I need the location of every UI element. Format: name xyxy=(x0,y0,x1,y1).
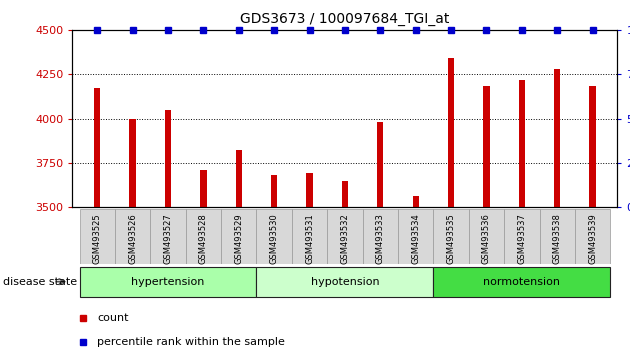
Text: GSM493531: GSM493531 xyxy=(305,213,314,264)
Text: normotension: normotension xyxy=(483,276,560,287)
FancyBboxPatch shape xyxy=(115,209,151,264)
FancyBboxPatch shape xyxy=(79,267,256,297)
Text: percentile rank within the sample: percentile rank within the sample xyxy=(97,337,285,347)
Text: disease state: disease state xyxy=(3,276,77,287)
Bar xyxy=(483,86,490,207)
Bar xyxy=(413,196,419,207)
Bar xyxy=(341,182,348,207)
Bar xyxy=(554,69,561,207)
Bar xyxy=(518,80,525,207)
Bar xyxy=(306,173,312,207)
FancyBboxPatch shape xyxy=(363,209,398,264)
FancyBboxPatch shape xyxy=(79,209,115,264)
Text: GSM493527: GSM493527 xyxy=(164,213,173,264)
Text: GSM493537: GSM493537 xyxy=(517,213,526,264)
Text: GSM493534: GSM493534 xyxy=(411,213,420,264)
FancyBboxPatch shape xyxy=(539,209,575,264)
Text: GSM493529: GSM493529 xyxy=(234,213,243,264)
Text: GSM493528: GSM493528 xyxy=(199,213,208,264)
Text: GSM493535: GSM493535 xyxy=(447,213,455,264)
Bar xyxy=(129,119,136,207)
Text: count: count xyxy=(97,313,129,323)
Title: GDS3673 / 100097684_TGI_at: GDS3673 / 100097684_TGI_at xyxy=(240,12,450,26)
Bar xyxy=(271,175,277,207)
FancyBboxPatch shape xyxy=(292,209,327,264)
FancyBboxPatch shape xyxy=(433,209,469,264)
FancyBboxPatch shape xyxy=(504,209,539,264)
Text: GSM493532: GSM493532 xyxy=(340,213,350,264)
Text: GSM493533: GSM493533 xyxy=(376,213,385,264)
FancyBboxPatch shape xyxy=(398,209,433,264)
FancyBboxPatch shape xyxy=(186,209,221,264)
Text: GSM493530: GSM493530 xyxy=(270,213,278,264)
FancyBboxPatch shape xyxy=(575,209,610,264)
Bar xyxy=(200,170,207,207)
Text: hypertension: hypertension xyxy=(131,276,205,287)
Bar xyxy=(236,150,242,207)
FancyBboxPatch shape xyxy=(327,209,363,264)
Text: GSM493536: GSM493536 xyxy=(482,213,491,264)
Bar xyxy=(94,88,100,207)
Bar xyxy=(590,86,596,207)
Bar xyxy=(165,110,171,207)
Text: GSM493538: GSM493538 xyxy=(553,213,562,264)
FancyBboxPatch shape xyxy=(221,209,256,264)
Text: hypotension: hypotension xyxy=(311,276,379,287)
FancyBboxPatch shape xyxy=(256,267,433,297)
Text: GSM493539: GSM493539 xyxy=(588,213,597,264)
Bar xyxy=(448,58,454,207)
FancyBboxPatch shape xyxy=(256,209,292,264)
Text: GSM493525: GSM493525 xyxy=(93,213,101,264)
FancyBboxPatch shape xyxy=(151,209,186,264)
FancyBboxPatch shape xyxy=(433,267,610,297)
Bar xyxy=(377,122,384,207)
FancyBboxPatch shape xyxy=(469,209,504,264)
Text: GSM493526: GSM493526 xyxy=(128,213,137,264)
